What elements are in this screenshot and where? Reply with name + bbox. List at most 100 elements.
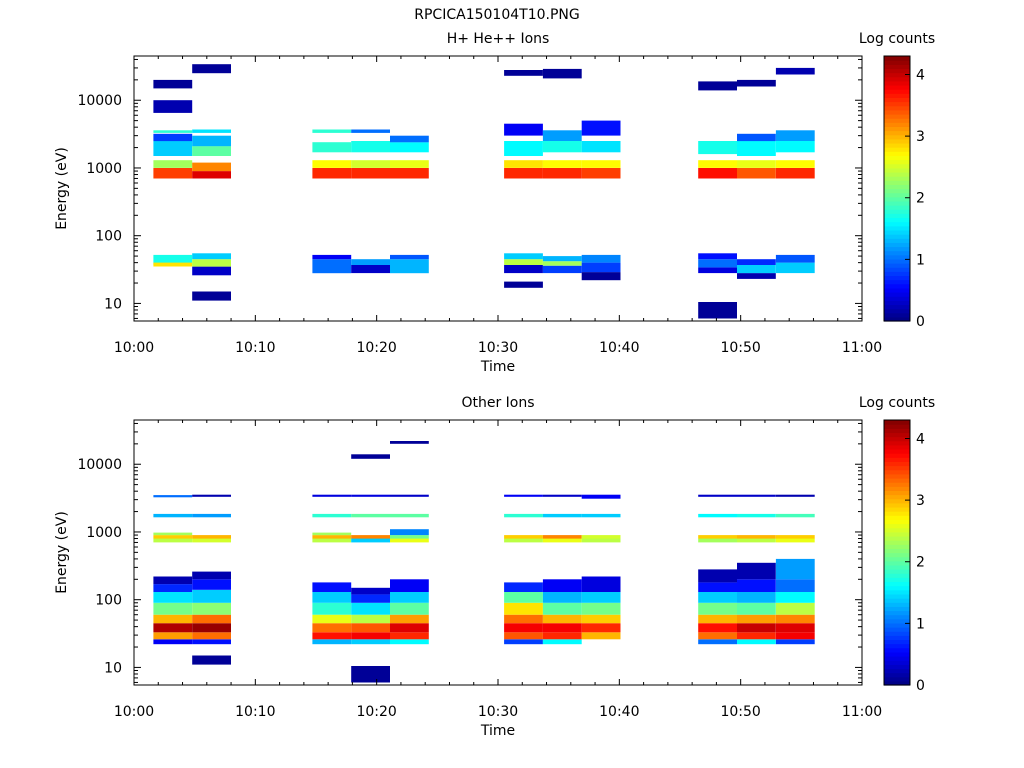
heatmap-cell <box>504 264 543 274</box>
colorbar-swatch <box>884 473 910 479</box>
heatmap-cell <box>504 259 543 265</box>
heatmap-cell <box>312 160 352 168</box>
heatmap-cell <box>504 141 543 156</box>
heatmap-cell <box>737 614 776 624</box>
heatmap-cell <box>698 535 737 539</box>
colorbar-swatch <box>884 130 910 136</box>
colorbar-swatch <box>884 668 910 674</box>
heatmap-cell <box>775 602 815 615</box>
colorbar-swatch <box>884 420 910 425</box>
colorbar-swatch <box>884 610 910 616</box>
colorbar-tick-label: 4 <box>916 431 925 447</box>
heatmap-cell <box>192 589 231 603</box>
heatmap-cell <box>581 614 621 624</box>
heatmap-cell <box>698 592 737 603</box>
heatmap-cell <box>737 79 776 87</box>
heatmap-cell <box>192 571 231 580</box>
colorbar-swatch <box>884 64 910 70</box>
heatmap-cell <box>390 441 429 444</box>
colorbar-swatch <box>884 502 910 508</box>
colorbar-swatch <box>884 113 910 119</box>
x-tick-label: 11:00 <box>842 340 882 356</box>
colorbar-swatch <box>884 564 910 570</box>
heatmap-cell <box>698 538 737 543</box>
colorbar-swatch <box>884 167 910 173</box>
y-tick-label: 1000 <box>86 525 122 541</box>
colorbar-swatch <box>884 573 910 578</box>
heatmap-cell <box>581 632 621 640</box>
colorbar-swatch <box>884 424 910 429</box>
heatmap-cell <box>351 666 390 683</box>
heatmap-cell <box>698 632 737 640</box>
heatmap-cell <box>542 130 582 141</box>
colorbar-swatch <box>884 672 910 678</box>
x-tick-label: 10:00 <box>114 704 154 720</box>
colorbar-swatch <box>884 296 910 301</box>
colorbar-swatch <box>884 126 910 132</box>
heatmap-cell <box>504 123 543 136</box>
colorbar-swatch <box>884 196 910 202</box>
heatmap-cell <box>504 639 543 645</box>
figure-title: RPCICA150104T10.PNG <box>414 7 579 23</box>
colorbar-swatch <box>884 118 910 123</box>
heatmap-cell <box>581 494 621 499</box>
heatmap-cell <box>351 602 390 615</box>
colorbar-swatch <box>884 308 910 314</box>
heatmap-cell <box>312 129 352 133</box>
heatmap-cell <box>351 614 390 624</box>
colorbar-swatch <box>884 535 910 541</box>
colorbar-swatch <box>884 76 910 82</box>
colorbar-swatch <box>884 569 910 574</box>
heatmap-cell <box>312 494 352 497</box>
heatmap-cell <box>390 529 429 536</box>
heatmap-cell <box>153 623 193 633</box>
heatmap-cell <box>698 569 737 583</box>
heatmap-cell <box>698 141 737 155</box>
colorbar-swatch <box>884 155 910 161</box>
heatmap-cell <box>775 632 815 640</box>
heatmap-cell <box>775 513 815 518</box>
colorbar-swatch <box>884 109 910 115</box>
colorbar-swatch <box>884 105 910 111</box>
x-tick-label: 10:40 <box>599 340 639 356</box>
colorbar-swatch <box>884 250 910 256</box>
colorbar-swatch <box>884 258 910 264</box>
x-tick-label: 10:20 <box>356 340 396 356</box>
colorbar-swatch <box>884 279 910 285</box>
heatmap-cell <box>737 168 776 179</box>
colorbar-tick-label: 2 <box>916 191 925 207</box>
heatmap-cell <box>542 535 582 539</box>
heatmap-cell <box>775 160 815 168</box>
colorbar-swatch <box>884 680 910 686</box>
colorbar-swatch <box>884 577 910 583</box>
colorbar-swatch <box>884 180 910 185</box>
heatmap-cell <box>390 160 429 168</box>
heatmap-cell <box>192 171 231 179</box>
heatmap-cell <box>153 538 193 543</box>
colorbar-swatch <box>884 122 910 127</box>
heatmap-cell <box>153 535 193 539</box>
heatmap-cell <box>698 302 737 319</box>
colorbar-swatch <box>884 527 910 533</box>
heatmap-cell <box>542 256 582 262</box>
colorbar-swatch <box>884 432 910 438</box>
colorbar-swatch <box>884 606 910 612</box>
heatmap-cell <box>351 535 390 539</box>
heatmap-cell <box>390 142 429 153</box>
colorbar-swatch <box>884 548 910 554</box>
colorbar-swatch <box>884 287 910 293</box>
colorbar-swatch <box>884 217 910 223</box>
colorbar-swatch <box>884 656 910 661</box>
heatmap-cell <box>351 639 390 645</box>
heatmap-cell <box>542 614 582 624</box>
heatmap-cell <box>153 160 193 168</box>
heatmap-cell <box>153 576 193 585</box>
colorbar-swatch <box>884 523 910 529</box>
heatmap-cell <box>351 623 390 633</box>
heatmap-cell <box>698 582 737 592</box>
colorbar-frame <box>883 55 911 322</box>
colorbar-swatch <box>884 200 910 206</box>
heatmap-cell <box>698 267 737 274</box>
colorbar-swatch <box>884 444 910 450</box>
colorbar-swatch <box>884 300 910 306</box>
